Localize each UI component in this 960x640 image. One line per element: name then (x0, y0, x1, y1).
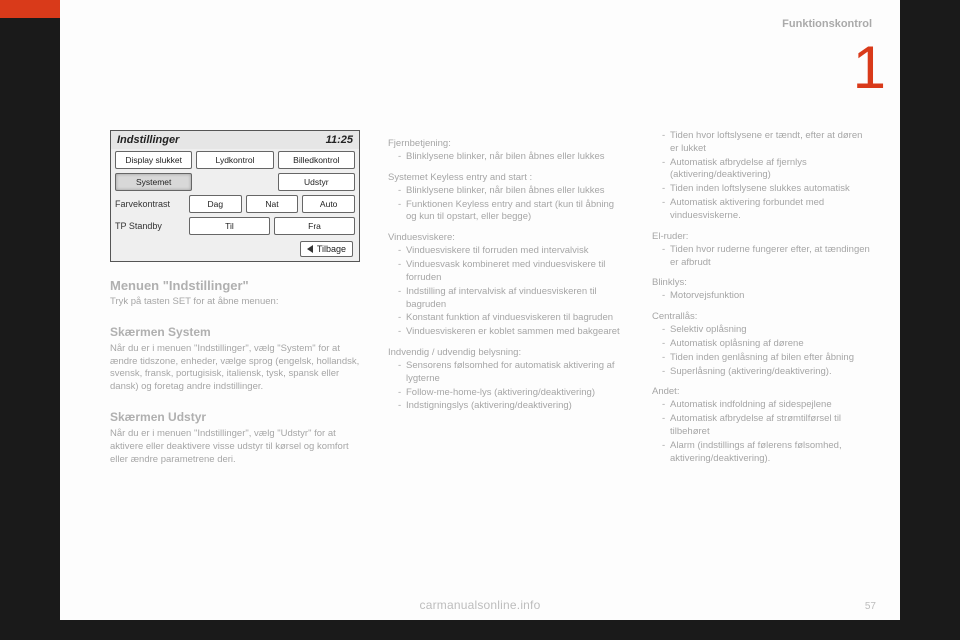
equip-title: Skærmen Udstyr (110, 410, 362, 424)
panel-row: Systemet Udstyr (111, 171, 359, 193)
list-item: Sensorens følsomhed for automatisk aktiv… (398, 360, 626, 386)
panel-button[interactable]: Fra (274, 217, 355, 235)
c2-g3-list: Vinduesviskere til forruden med interval… (388, 245, 626, 339)
panel-button[interactable]: Display slukket (115, 151, 192, 169)
red-corner-tab (0, 0, 60, 18)
arrow-left-icon (307, 245, 313, 253)
list-item: Funktionen Keyless entry and start (kun … (398, 199, 626, 225)
c3-g1-list: Tiden hvor ruderne fungerer efter, at tæ… (652, 244, 872, 270)
panel-row-label: TP Standby (115, 221, 185, 231)
chapter-number: 1 (853, 38, 886, 98)
list-item: Tiden hvor loftslysene er tændt, efter a… (662, 130, 872, 156)
panel-button[interactable]: Billedkontrol (278, 151, 355, 169)
panel-title: Indstillinger (117, 134, 179, 146)
page: Funktionskontrol 1 Indstillinger 11:25 D… (60, 0, 900, 620)
c2-g1-label: Fjernbetjening: (388, 138, 626, 149)
c3-g3-label: Centrallås: (652, 311, 872, 322)
c2-g2-list: Blinklysene blinker, når bilen åbnes ell… (388, 185, 626, 224)
panel-row: Display slukketLydkontrol Billedkontrol (111, 149, 359, 171)
section-header: Funktionskontrol (782, 18, 872, 30)
list-item: Indstigningslys (aktivering/deaktivering… (398, 400, 626, 413)
c3-g4-list: Automatisk indfoldning af sidespejleneAu… (652, 399, 872, 465)
list-item: Automatisk oplåsning af dørene (662, 338, 872, 351)
system-body: Når du er i menuen "Indstillinger", vælg… (110, 343, 362, 394)
panel-button[interactable]: Systemet (115, 173, 192, 191)
panel-button[interactable]: Nat (246, 195, 299, 213)
list-item: Vinduesvask kombineret med vinduesvisker… (398, 259, 626, 285)
list-item: Tiden hvor ruderne fungerer efter, at tæ… (662, 244, 872, 270)
equip-body: Når du er i menuen "Indstillinger", vælg… (110, 428, 362, 466)
c3-g2-label: Blinklys: (652, 277, 872, 288)
list-item: Automatisk aktivering forbundet med vind… (662, 197, 872, 223)
page-number: 57 (865, 601, 876, 612)
list-item: Konstant funktion af vinduesviskeren til… (398, 312, 626, 325)
column-1: Indstillinger 11:25 Display slukketLydko… (110, 130, 362, 467)
list-item: Motorvejsfunktion (662, 290, 872, 303)
menu-body: Tryk på tasten SET for at åbne menuen: (110, 296, 362, 309)
list-item: Automatisk afbrydelse af strømtilførsel … (662, 413, 872, 439)
panel-button[interactable]: Dag (189, 195, 242, 213)
list-item: Vinduesviskere til forruden med interval… (398, 245, 626, 258)
list-item: Tiden inden loftslysene slukkes automati… (662, 183, 872, 196)
list-item: Follow-me-home-lys (aktivering/deaktiver… (398, 387, 626, 400)
panel-titlebar: Indstillinger 11:25 (111, 131, 359, 149)
content-columns: Indstillinger 11:25 Display slukketLydko… (110, 130, 870, 467)
panel-row: TP Standby TilFra (111, 215, 359, 237)
back-button[interactable]: Tilbage (300, 241, 353, 257)
list-item: Superlåsning (aktivering/deaktivering). (662, 366, 872, 379)
c2-g4-label: Indvendig / udvendig belysning: (388, 347, 626, 358)
list-item: Automatisk indfoldning af sidespejlene (662, 399, 872, 412)
menu-title: Menuen "Indstillinger" (110, 278, 362, 293)
c3-g1-label: El-ruder: (652, 231, 872, 242)
panel-clock: 11:25 (326, 134, 353, 146)
panel-button[interactable]: Lydkontrol (196, 151, 273, 169)
system-title: Skærmen System (110, 325, 362, 339)
panel-back-row: Tilbage (111, 237, 359, 261)
list-item: Alarm (indstillings af følerens følsomhe… (662, 440, 872, 466)
panel-row-label: Farvekontrast (115, 199, 185, 209)
list-item: Blinklysene blinker, når bilen åbnes ell… (398, 185, 626, 198)
c3-g3-list: Selektiv oplåsningAutomatisk oplåsning a… (652, 324, 872, 378)
panel-button[interactable]: Til (189, 217, 270, 235)
panel-button[interactable]: Udstyr (278, 173, 355, 191)
c2-g1-list: Blinklysene blinker, når bilen åbnes ell… (388, 151, 626, 164)
settings-panel: Indstillinger 11:25 Display slukketLydko… (110, 130, 360, 262)
panel-row: Farvekontrast DagNatAuto (111, 193, 359, 215)
back-label: Tilbage (317, 244, 346, 254)
list-item: Indstilling af intervalvisk af vinduesvi… (398, 286, 626, 312)
column-2: Fjernbetjening: Blinklysene blinker, når… (388, 130, 626, 467)
panel-button[interactable]: Auto (302, 195, 355, 213)
column-3: Tiden hvor loftslysene er tændt, efter a… (652, 130, 872, 467)
list-item: Selektiv oplåsning (662, 324, 872, 337)
c2-g4-list: Sensorens følsomhed for automatisk aktiv… (388, 360, 626, 413)
c3-g0-list: Tiden hvor loftslysene er tændt, efter a… (652, 130, 872, 223)
c3-g2-list: Motorvejsfunktion (652, 290, 872, 303)
list-item: Automatisk afbrydelse af fjernlys (aktiv… (662, 157, 872, 183)
footer-site: carmanualsonline.info (60, 598, 900, 612)
list-item: Blinklysene blinker, når bilen åbnes ell… (398, 151, 626, 164)
c2-g2-label: Systemet Keyless entry and start : (388, 172, 626, 183)
list-item: Vinduesviskeren er koblet sammen med bak… (398, 326, 626, 339)
c3-g4-label: Andet: (652, 386, 872, 397)
list-item: Tiden inden genlåsning af bilen efter åb… (662, 352, 872, 365)
c2-g3-label: Vinduesviskere: (388, 232, 626, 243)
